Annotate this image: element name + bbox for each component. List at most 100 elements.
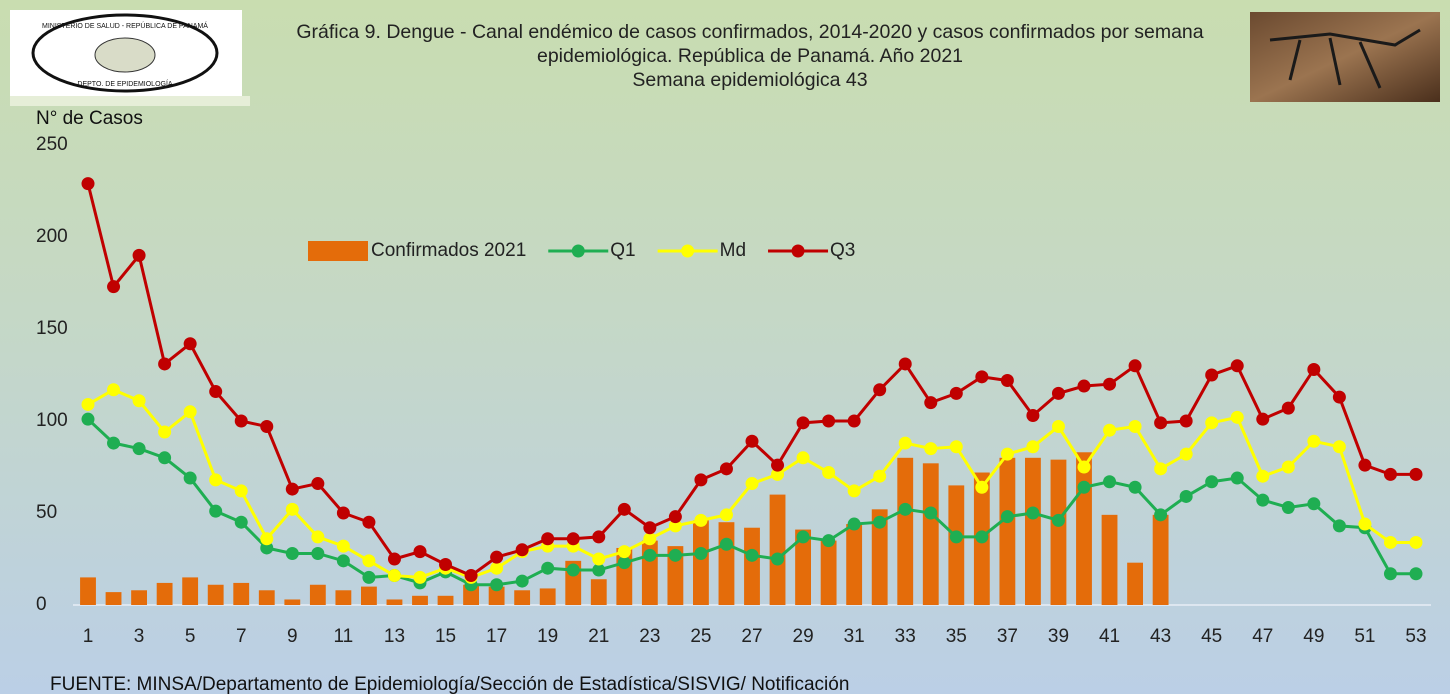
point: [1383, 467, 1397, 481]
x-tick-label: 53: [1405, 626, 1426, 647]
point: [822, 414, 836, 428]
point: [975, 370, 989, 384]
point: [975, 530, 989, 544]
point: [1205, 416, 1219, 430]
point: [1205, 368, 1219, 382]
x-tick-label: 31: [844, 626, 865, 647]
point: [541, 532, 555, 546]
point: [847, 517, 861, 531]
point: [771, 552, 785, 566]
point: [1051, 386, 1065, 400]
point: [643, 532, 657, 546]
point: [898, 357, 912, 371]
x-tick-label: 33: [895, 626, 916, 647]
point: [1051, 513, 1065, 527]
point: [1281, 401, 1295, 415]
point: [1358, 517, 1372, 531]
bar: [258, 590, 275, 605]
bar: [335, 590, 352, 605]
point: [1281, 460, 1295, 474]
point: [1332, 440, 1346, 454]
point: [515, 543, 529, 557]
point: [1026, 440, 1040, 454]
y-tick-label: 50: [36, 502, 57, 523]
point: [1383, 567, 1397, 581]
point: [924, 506, 938, 520]
photo: [1250, 12, 1440, 102]
point: [1230, 359, 1244, 373]
point: [285, 502, 299, 516]
point: [285, 482, 299, 496]
point: [668, 548, 682, 562]
point: [898, 502, 912, 516]
point: [1307, 497, 1321, 511]
point: [490, 578, 504, 592]
point: [81, 397, 95, 411]
point: [490, 550, 504, 564]
x-tick-label: 25: [690, 626, 711, 647]
point: [1179, 414, 1193, 428]
point: [183, 405, 197, 419]
point: [643, 548, 657, 562]
point: [1128, 359, 1142, 373]
point: [1154, 416, 1168, 430]
legend-swatch: [308, 241, 368, 261]
bar: [693, 520, 709, 605]
point: [617, 545, 631, 559]
point: [1051, 420, 1065, 434]
bar: [437, 595, 454, 605]
point: [1128, 420, 1142, 434]
point: [464, 569, 478, 583]
point: [719, 508, 733, 522]
point: [1000, 510, 1014, 524]
point: [924, 442, 938, 456]
point: [515, 574, 529, 588]
x-tick-label: 17: [486, 626, 507, 647]
point: [796, 451, 810, 465]
bar: [539, 588, 556, 605]
point: [490, 561, 504, 575]
point: [1281, 500, 1295, 514]
logo-eye: [31, 13, 219, 93]
point: [924, 396, 938, 410]
point: [566, 532, 580, 546]
point: [387, 569, 401, 583]
point: [1332, 519, 1346, 533]
y-tick-label: 250: [36, 134, 68, 155]
bar: [488, 586, 505, 605]
bar: [1127, 562, 1143, 605]
y-tick-label: 150: [36, 318, 68, 339]
x-tick-label: 23: [639, 626, 660, 647]
x-tick-label: 49: [1303, 626, 1324, 647]
point: [541, 561, 555, 575]
point: [1307, 362, 1321, 376]
point: [796, 416, 810, 430]
point: [949, 530, 963, 544]
mosquito-photo: [1250, 12, 1440, 102]
mosquito-shape: [1269, 28, 1421, 89]
bar: [386, 599, 403, 605]
x-tick-label: 27: [741, 626, 762, 647]
point: [668, 510, 682, 524]
bar: [156, 582, 173, 605]
point: [1154, 462, 1168, 476]
point: [1077, 480, 1091, 494]
bar: [846, 524, 863, 605]
legend-item: Q1: [548, 240, 636, 261]
point: [107, 436, 121, 450]
point: [617, 502, 631, 516]
bar: [718, 522, 735, 605]
point: [822, 466, 836, 480]
bar: [514, 590, 531, 605]
bar: [1076, 452, 1092, 605]
point: [873, 469, 887, 483]
point: [1358, 458, 1372, 472]
bar: [1101, 514, 1118, 605]
point: [413, 570, 427, 584]
point: [1230, 410, 1244, 424]
logo-top-text: MINISTERIO DE SALUD - REPÚBLICA DE PANAM…: [42, 21, 208, 30]
point: [1000, 447, 1014, 461]
point: [745, 477, 759, 491]
point: [413, 545, 427, 559]
legend-marker: [681, 244, 695, 258]
